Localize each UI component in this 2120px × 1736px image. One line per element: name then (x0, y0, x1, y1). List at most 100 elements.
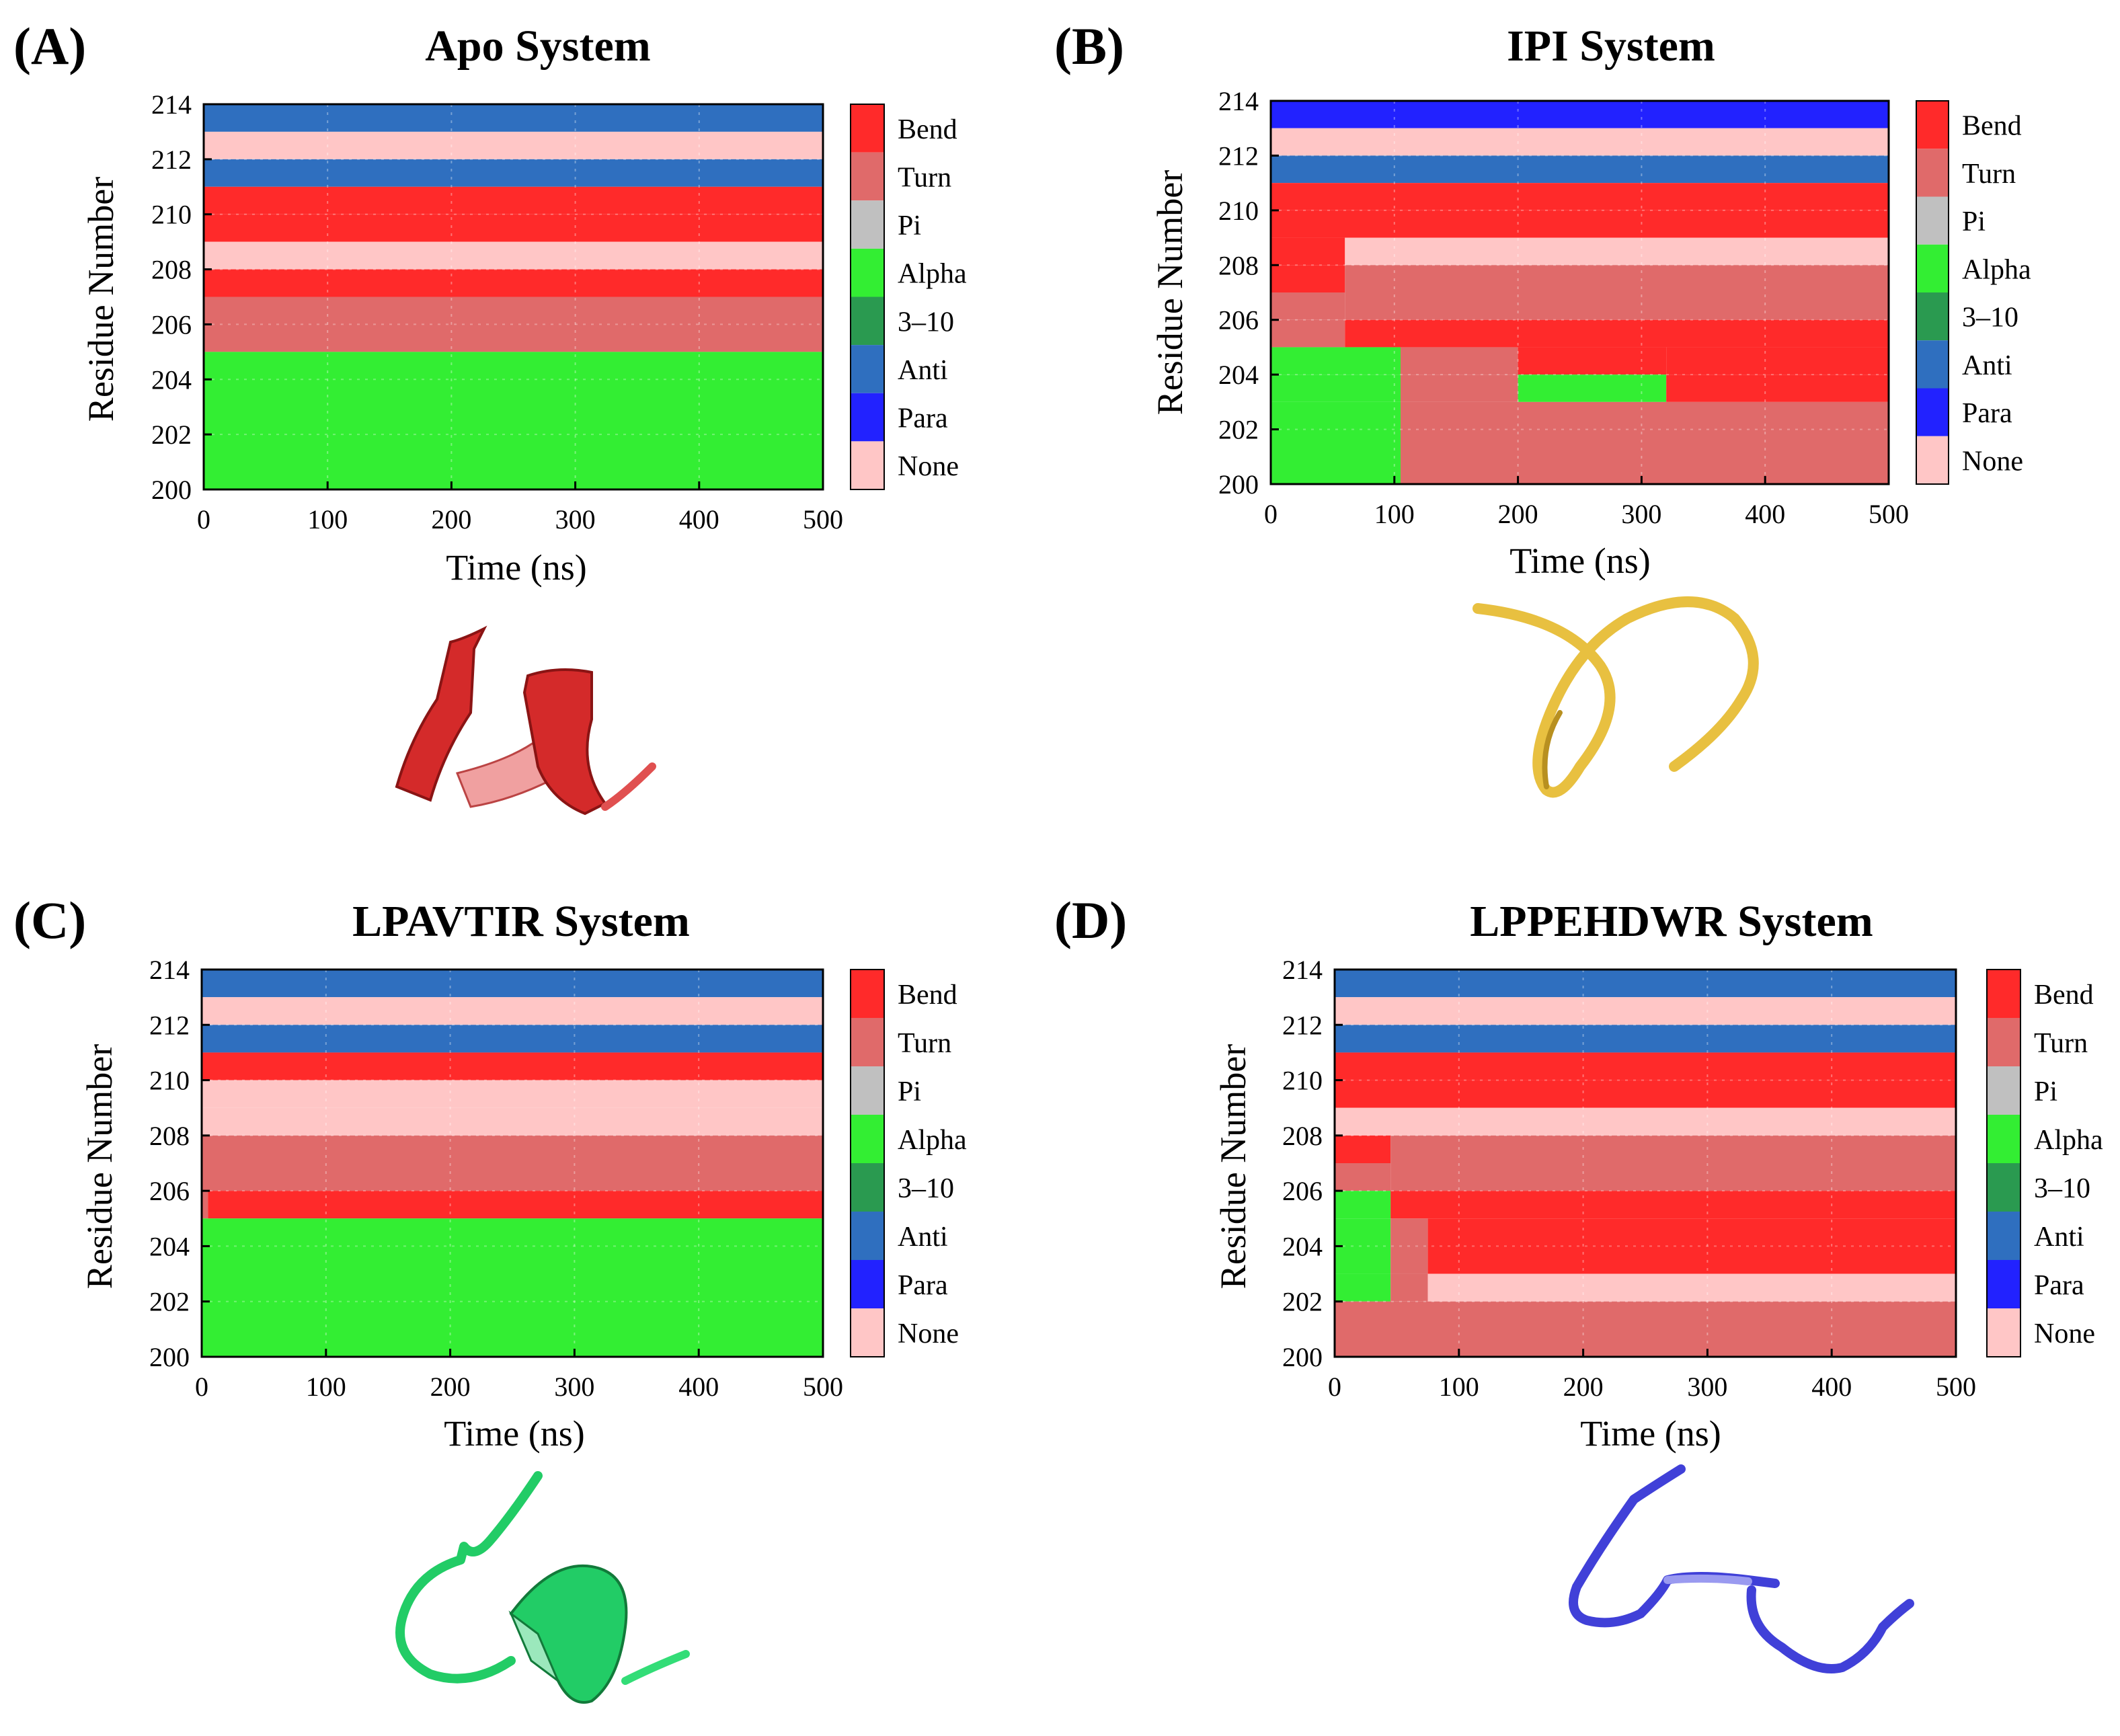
x-tick-label: 0 (1328, 1372, 1341, 1402)
y-tick-label: 200 (151, 475, 192, 505)
heatmap-cell (1335, 1052, 1956, 1080)
legend-label: Para (898, 1270, 948, 1301)
heatmap-cell (1271, 374, 1401, 402)
legend-label: Anti (898, 1222, 948, 1253)
heatmap-cell (1271, 210, 1889, 238)
heatmap-cell (1335, 1080, 1956, 1108)
legend-swatch (1916, 292, 1949, 341)
legend-swatch (1916, 196, 1949, 245)
plot-frame (1333, 968, 1957, 1358)
chart-title: LPAVTIR System (352, 897, 690, 946)
x-tick-label: 400 (679, 504, 719, 535)
x-tick-label: 500 (803, 1372, 843, 1402)
heatmap-cell (202, 1025, 823, 1053)
heatmap-cell (1400, 401, 1889, 484)
x-axis-label: Time (ns) (1580, 1413, 1721, 1454)
legend-swatch (1916, 340, 1949, 389)
y-tick-label: 206 (1218, 305, 1259, 336)
legend-frame (1986, 969, 2021, 1357)
legend-swatch (1916, 388, 1949, 436)
y-axis-label: Residue Number (81, 177, 121, 422)
legend-label: 3–10 (1962, 303, 2018, 333)
heatmap-cell (204, 352, 823, 489)
legend-swatch (851, 970, 884, 1018)
y-tick-label: 204 (151, 364, 192, 395)
legend-swatch (1987, 1163, 2020, 1212)
legend-swatch (851, 441, 884, 489)
legend-label: None (1962, 446, 2023, 477)
heatmap-cell (1335, 1135, 1391, 1163)
panel-label: (A) (13, 17, 86, 75)
y-tick-label: 212 (1218, 141, 1259, 171)
x-tick-label: 100 (1374, 499, 1415, 529)
legend-label: None (898, 1318, 959, 1349)
legend-swatch (1987, 1212, 2020, 1260)
heatmap-cell (204, 104, 823, 132)
legend-label: Bend (1962, 111, 2022, 142)
legend-label: Turn (898, 162, 951, 193)
y-tick-label: 206 (151, 309, 192, 340)
legend-swatch (851, 1115, 884, 1163)
legend: Bend Turn Pi Alpha 3–10 Anti Para None (850, 104, 967, 490)
legend-label: None (898, 451, 959, 482)
y-tick-label: 206 (149, 1176, 190, 1206)
heatmap-cell (1518, 347, 1667, 375)
heatmap-cell (1427, 1273, 1956, 1302)
heatmap-cell (1271, 265, 1345, 292)
structure-d-icon (1569, 1464, 1914, 1673)
x-tick-label: 100 (307, 504, 348, 535)
structure-a-icon (395, 625, 656, 816)
heatmap-cell (1271, 128, 1889, 156)
chart-title: IPI System (1507, 22, 1715, 71)
legend-label: Pi (2034, 1076, 2057, 1107)
axis-ticks: 0 100 200 300 400 500 200 202 204 206 208 210 212 214 (1218, 86, 1909, 529)
legend-frame (850, 104, 885, 490)
legend-swatch (851, 1163, 884, 1212)
x-tick-label: 200 (430, 1372, 471, 1402)
x-tick-label: 400 (1811, 1372, 1852, 1402)
legend-label: None (2034, 1318, 2095, 1349)
heatmap-cell (1390, 1273, 1428, 1302)
x-axis-label: Time (ns) (446, 547, 587, 588)
legend-label: 3–10 (898, 307, 954, 338)
legend-label: Para (898, 403, 948, 434)
heatmap-cell (1335, 1273, 1391, 1302)
heatmap-cell (1666, 347, 1889, 375)
heatmap-cell (204, 241, 823, 270)
y-tick-label: 204 (149, 1231, 190, 1261)
y-tick-label: 204 (1282, 1231, 1323, 1261)
legend-swatch (851, 1260, 884, 1308)
legend-swatch (851, 393, 884, 442)
x-tick-label: 500 (803, 504, 843, 535)
panel-label: (D) (1054, 891, 1127, 949)
heatmap-cell (1390, 1163, 1956, 1191)
legend-label: Anti (898, 355, 948, 386)
legend-label: Pi (898, 210, 921, 241)
y-tick-label: 204 (1218, 360, 1259, 390)
y-tick-label: 208 (1282, 1121, 1323, 1151)
legend-frame (1916, 100, 1949, 485)
heatmap-cell (1390, 1135, 1956, 1163)
heatmap-cell (1390, 1191, 1956, 1219)
heatmap-cell (1271, 292, 1345, 320)
chart-title: Apo System (425, 22, 651, 71)
legend-swatch (1987, 1018, 2020, 1066)
panel-b: (B) IPI System Residue Number Time (ns) … (1054, 17, 2031, 581)
heatmap-cell (204, 159, 823, 187)
x-tick-label: 400 (678, 1372, 719, 1402)
legend-swatch (851, 152, 884, 201)
legend-swatch (851, 1308, 884, 1357)
chart-title: LPPEHDWR System (1470, 897, 1873, 946)
y-tick-label: 208 (1218, 250, 1259, 280)
panel-label: (B) (1054, 17, 1124, 75)
legend-swatch (1987, 1066, 2020, 1115)
heatmap-cells (1269, 100, 1890, 485)
x-axis-label: Time (ns) (444, 1413, 585, 1454)
x-axis-label: Time (ns) (1509, 541, 1651, 581)
y-tick-label: 208 (149, 1121, 190, 1151)
y-tick-label: 214 (151, 89, 192, 120)
legend-label: Alpha (898, 1125, 967, 1156)
legend-label: Bend (898, 980, 957, 1011)
legend-swatch (1916, 101, 1949, 149)
